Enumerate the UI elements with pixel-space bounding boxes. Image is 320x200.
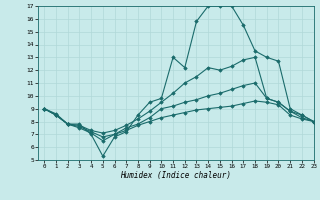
X-axis label: Humidex (Indice chaleur): Humidex (Indice chaleur) [121, 171, 231, 180]
